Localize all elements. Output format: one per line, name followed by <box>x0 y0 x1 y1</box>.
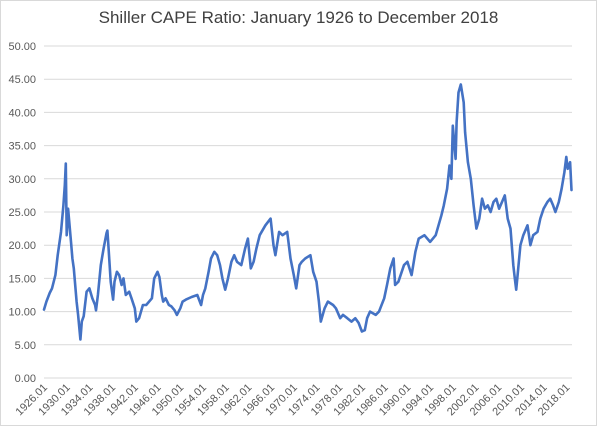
y-tick-label: 10.00 <box>8 307 36 319</box>
chart-title: Shiller CAPE Ratio: January 1926 to Dece… <box>98 8 499 27</box>
y-axis-ticks: 0.00 5.00 10.00 15.00 20.00 25.00 30.00 35.00 40… <box>8 41 36 385</box>
y-tick-label: 40.00 <box>8 107 36 119</box>
y-tick-label: 15.00 <box>8 273 36 285</box>
gridlines <box>44 45 572 379</box>
x-axis-ticks: 1926.011930.011934.011938.011942.011946.… <box>14 382 573 419</box>
y-tick-label: 35.00 <box>8 141 36 153</box>
y-tick-label: 25.00 <box>8 207 36 219</box>
y-tick-label: 20.00 <box>8 240 36 252</box>
y-tick-label: 45.00 <box>8 74 36 86</box>
y-tick-label: 30.00 <box>8 174 36 186</box>
series-line-0 <box>42 83 573 341</box>
y-tick-label: 5.00 <box>15 340 36 352</box>
series-layer <box>42 83 573 341</box>
y-tick-label: 50.00 <box>8 41 36 53</box>
y-tick-label: 0.00 <box>15 373 36 385</box>
